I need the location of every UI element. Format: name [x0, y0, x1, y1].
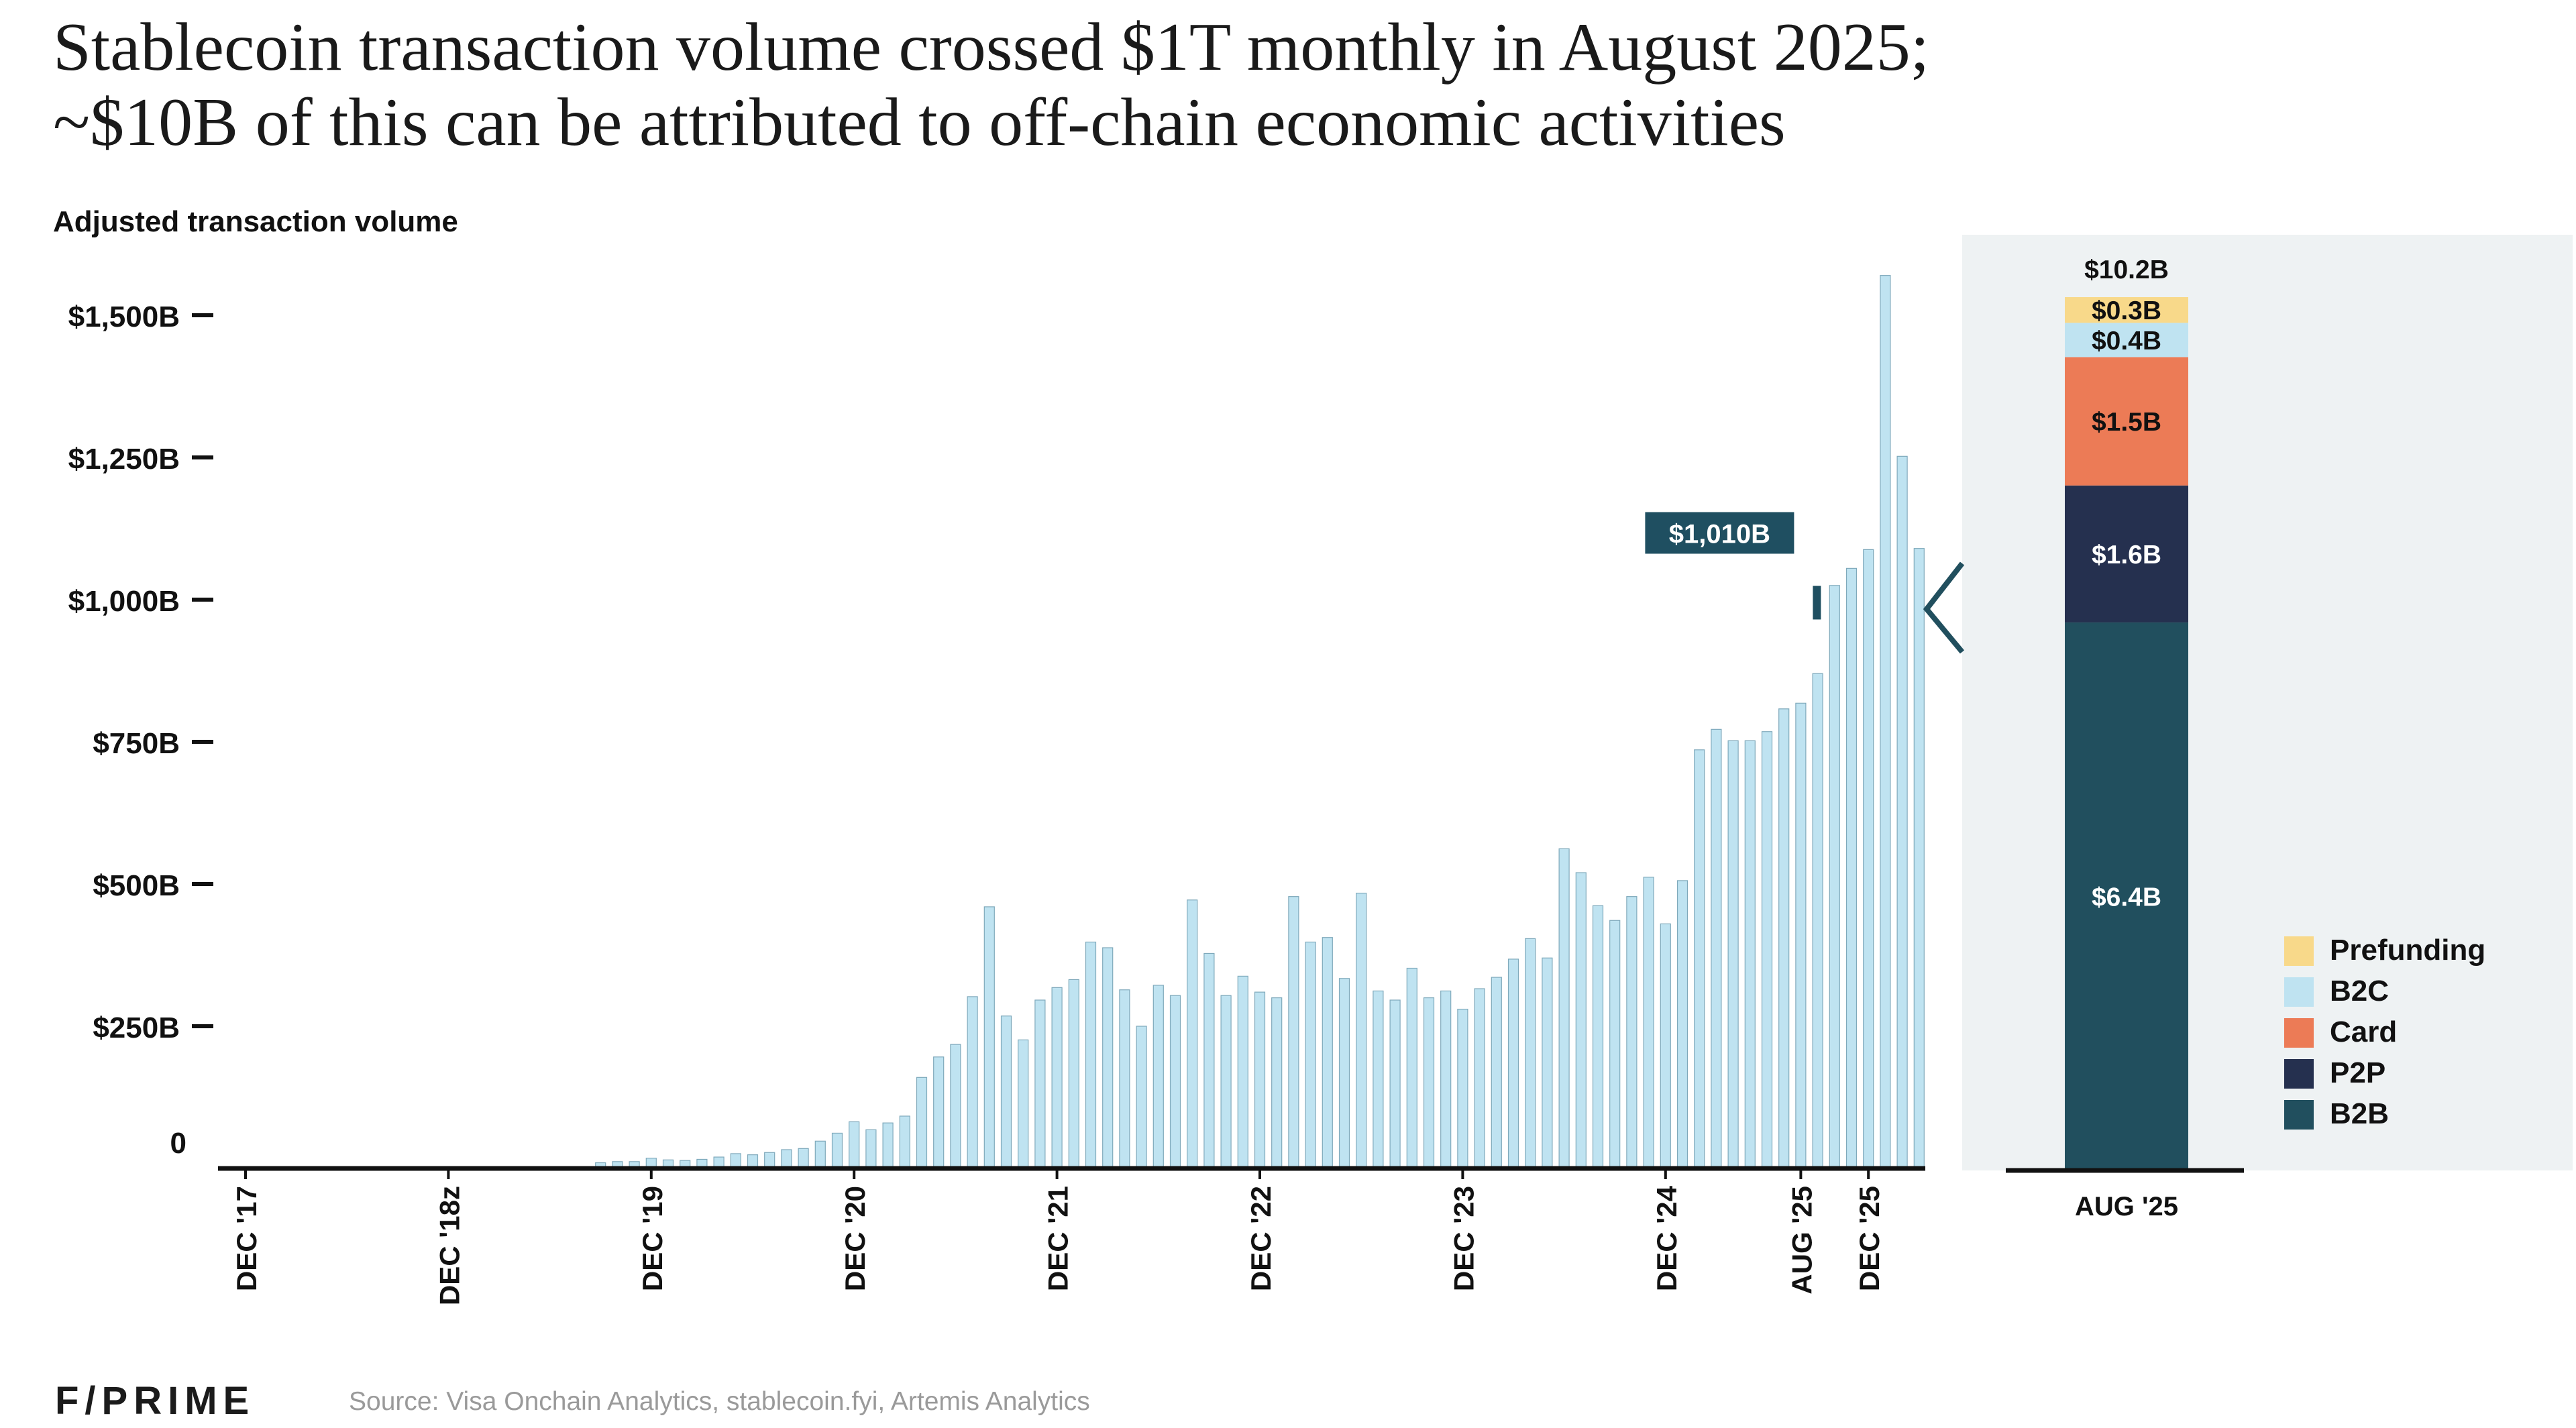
breakdown-panel-background — [1962, 235, 2573, 1170]
legend-swatch — [2284, 977, 2314, 1007]
stack-segment-card — [2065, 357, 2188, 486]
legend-label: B2C — [2330, 975, 2389, 1007]
y-tick-label: $250B — [93, 1011, 180, 1044]
stack-segment-label: $1.6B — [2092, 541, 2161, 569]
stack-segment-b2c — [2065, 323, 2188, 358]
y-tick-label: 0 — [170, 1127, 186, 1160]
x-tick-label: DEC '21 — [1042, 1186, 1074, 1291]
legend-label: Card — [2330, 1015, 2397, 1048]
source-note: Source: Visa Onchain Analytics, stableco… — [349, 1387, 1090, 1416]
x-tick-label: DEC '25 — [1854, 1186, 1885, 1291]
legend-label: P2P — [2330, 1056, 2385, 1089]
chart-title-line-1: Stablecoin transaction volume crossed $1… — [53, 9, 1930, 85]
chart-title-line-2: ~$10B of this can be attributed to off-c… — [53, 85, 1786, 160]
y-tick-label: $750B — [93, 727, 180, 760]
x-tick-label: DEC '18z — [433, 1186, 465, 1305]
x-tick-label: DEC '23 — [1448, 1186, 1479, 1291]
x-tick-label: DEC '20 — [839, 1186, 871, 1291]
annotation-label: $1,010B — [1669, 520, 1770, 549]
stack-segment-label: $0.3B — [2092, 296, 2161, 325]
x-tick-label: AUG '25 — [1786, 1186, 1817, 1295]
x-tick-label: DEC '17 — [231, 1186, 262, 1291]
x-tick-label: DEC '19 — [637, 1186, 668, 1291]
stack-segment-label: $0.4B — [2092, 327, 2161, 355]
y-tick-label: $1,000B — [68, 585, 180, 618]
fprime-logo: F/PRIME — [55, 1379, 256, 1423]
legend-label: B2B — [2330, 1097, 2389, 1130]
legend-swatch — [2284, 1100, 2314, 1130]
chevron-pointer-icon — [1923, 561, 1965, 654]
stack-segment-label: $6.4B — [2092, 883, 2161, 912]
y-tick-label: $1,250B — [68, 443, 180, 476]
stack-segment-b2b — [2065, 622, 2188, 1170]
stack-segment-label: $1.5B — [2092, 408, 2161, 437]
annotation-marker — [1813, 586, 1821, 620]
legend-swatch — [2284, 1018, 2314, 1048]
legend-label: Prefunding — [2330, 934, 2485, 967]
legend-swatch — [2284, 936, 2314, 966]
stack-total-label: $10.2B — [2084, 256, 2169, 284]
y-tick-label: $500B — [93, 869, 180, 902]
stack-category-label: AUG '25 — [2075, 1192, 2178, 1221]
x-tick-label: DEC '24 — [1651, 1185, 1682, 1291]
y-tick-label: $1,500B — [68, 300, 180, 333]
x-tick-label: DEC '22 — [1245, 1186, 1277, 1291]
legend-swatch — [2284, 1059, 2314, 1089]
chart-title: Stablecoin transaction volume crossed $1… — [53, 10, 2267, 160]
stack-segment-p2p — [2065, 485, 2188, 623]
stack-segment-prefunding — [2065, 297, 2188, 323]
annotation-box — [1645, 512, 1794, 554]
y-axis-title: Adjusted transaction volume — [53, 205, 458, 238]
